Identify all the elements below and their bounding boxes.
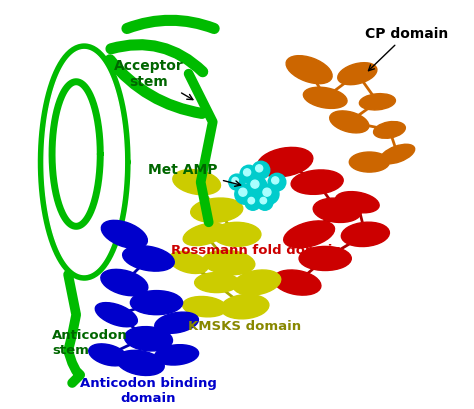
Text: Rossmann fold domain: Rossmann fold domain: [171, 244, 341, 257]
Ellipse shape: [195, 272, 239, 292]
Ellipse shape: [169, 252, 208, 274]
Ellipse shape: [338, 63, 377, 85]
Ellipse shape: [273, 270, 321, 295]
Circle shape: [251, 180, 259, 188]
Circle shape: [239, 188, 247, 196]
Circle shape: [235, 184, 255, 204]
Circle shape: [257, 194, 273, 210]
Ellipse shape: [221, 294, 269, 319]
Circle shape: [232, 178, 238, 184]
Circle shape: [248, 198, 255, 204]
Ellipse shape: [155, 312, 199, 333]
Ellipse shape: [359, 94, 395, 110]
Ellipse shape: [286, 56, 332, 84]
Circle shape: [240, 165, 258, 183]
Circle shape: [260, 198, 266, 204]
Ellipse shape: [182, 297, 227, 317]
Polygon shape: [44, 49, 124, 274]
Ellipse shape: [101, 270, 148, 296]
Ellipse shape: [213, 222, 261, 246]
Text: Anticodon binding
domain: Anticodon binding domain: [80, 377, 217, 405]
Ellipse shape: [257, 147, 313, 177]
Ellipse shape: [336, 192, 379, 213]
Ellipse shape: [380, 144, 415, 164]
Ellipse shape: [117, 351, 164, 375]
Circle shape: [259, 184, 279, 204]
Ellipse shape: [299, 246, 351, 270]
Text: Anticodon
stem: Anticodon stem: [52, 329, 128, 357]
Ellipse shape: [303, 87, 347, 108]
Ellipse shape: [130, 290, 182, 315]
Circle shape: [247, 176, 267, 196]
Ellipse shape: [374, 121, 405, 138]
Ellipse shape: [284, 221, 335, 248]
Circle shape: [272, 177, 279, 184]
Ellipse shape: [330, 111, 369, 133]
Ellipse shape: [313, 198, 361, 222]
Circle shape: [245, 194, 261, 210]
Ellipse shape: [124, 327, 173, 351]
Circle shape: [263, 188, 271, 196]
Ellipse shape: [291, 170, 343, 194]
Ellipse shape: [191, 198, 243, 222]
Circle shape: [255, 165, 263, 172]
Text: Acceptor
stem: Acceptor stem: [114, 58, 193, 100]
Text: Met AMP: Met AMP: [148, 163, 241, 187]
Ellipse shape: [95, 303, 137, 327]
Ellipse shape: [183, 223, 226, 246]
Ellipse shape: [349, 152, 390, 172]
Circle shape: [268, 173, 286, 191]
Ellipse shape: [341, 222, 389, 247]
Circle shape: [244, 169, 251, 176]
Ellipse shape: [123, 246, 174, 271]
Ellipse shape: [233, 270, 281, 295]
Ellipse shape: [203, 250, 255, 275]
Text: CP domain: CP domain: [365, 27, 448, 71]
Ellipse shape: [101, 220, 147, 248]
Ellipse shape: [155, 345, 199, 365]
Circle shape: [252, 161, 270, 179]
Circle shape: [229, 174, 245, 190]
Ellipse shape: [173, 170, 220, 195]
Text: KMSKS domain: KMSKS domain: [188, 320, 301, 333]
Ellipse shape: [89, 344, 128, 366]
